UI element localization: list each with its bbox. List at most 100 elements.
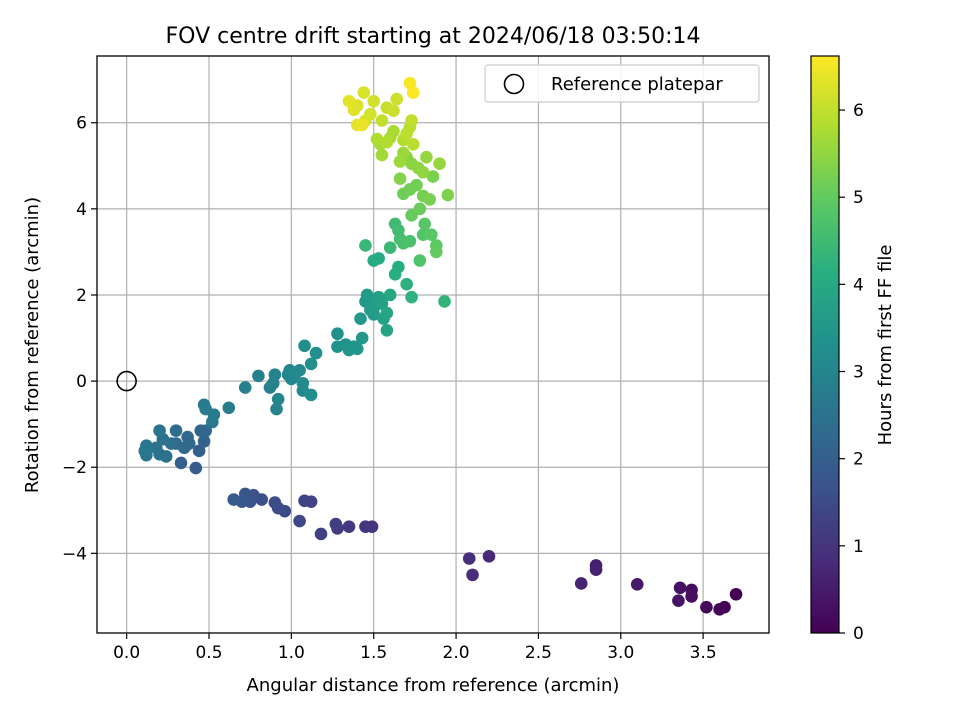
colorbar-ticks: 0 1 2 3 4 5 6 xyxy=(839,101,864,644)
data-point xyxy=(672,594,685,608)
data-point xyxy=(426,170,440,183)
data-point xyxy=(375,297,389,310)
data-point xyxy=(227,493,241,506)
x-tick-label: 1.5 xyxy=(360,643,387,663)
data-point xyxy=(192,444,206,458)
data-point xyxy=(354,312,367,325)
data-point xyxy=(350,342,364,356)
colorbar-tick-label: 0 xyxy=(853,624,864,644)
legend: Reference platepar xyxy=(484,64,760,103)
data-point xyxy=(438,295,451,308)
data-point xyxy=(400,127,413,140)
y-tick-label: −2 xyxy=(62,458,87,478)
data-point xyxy=(383,241,397,254)
y-tick-label: 6 xyxy=(76,114,87,134)
data-point xyxy=(293,514,306,528)
data-point xyxy=(423,193,437,206)
data-point xyxy=(293,364,306,377)
data-point xyxy=(416,165,430,179)
data-point xyxy=(429,245,443,259)
data-point xyxy=(153,424,166,437)
data-point xyxy=(270,402,283,416)
data-point xyxy=(331,327,344,341)
data-point xyxy=(589,563,603,577)
data-point xyxy=(387,125,400,138)
y-tick-label: 4 xyxy=(76,200,87,220)
colorbar-tick-label: 4 xyxy=(853,275,864,295)
data-point xyxy=(425,228,438,241)
data-point xyxy=(222,401,236,415)
x-tick-label: 0.5 xyxy=(195,643,222,663)
data-point xyxy=(466,568,479,582)
data-point xyxy=(149,441,163,455)
data-point xyxy=(729,587,743,601)
x-tick-label: 2.5 xyxy=(525,643,552,663)
y-tick-label: 2 xyxy=(76,286,87,306)
data-point xyxy=(314,527,328,541)
data-point xyxy=(359,239,372,252)
data-point xyxy=(420,150,433,164)
data-point xyxy=(482,550,496,563)
data-point xyxy=(252,369,265,383)
legend-entry: Reference platepar xyxy=(551,74,723,95)
data-point xyxy=(199,424,213,437)
data-point xyxy=(388,268,402,281)
data-points xyxy=(138,76,743,616)
y-axis-ticks: −4 −2 0 2 4 6 xyxy=(62,114,97,564)
x-tick-label: 3.5 xyxy=(690,643,717,663)
data-point xyxy=(390,92,404,106)
data-point xyxy=(342,520,356,533)
chart-title: FOV centre drift starting at 2024/06/18 … xyxy=(166,24,701,49)
data-point xyxy=(406,86,420,99)
data-point xyxy=(174,456,188,470)
data-point xyxy=(397,146,410,160)
data-point xyxy=(713,603,726,616)
x-axis-label: Angular distance from reference (arcmin) xyxy=(247,675,620,696)
legend-box xyxy=(484,64,760,103)
data-point xyxy=(360,288,374,302)
data-point xyxy=(181,430,194,444)
data-point xyxy=(342,94,356,108)
grid-lines xyxy=(97,56,769,633)
data-point xyxy=(298,494,311,508)
plot-frame xyxy=(96,55,770,634)
data-point xyxy=(271,392,285,406)
data-point xyxy=(405,114,418,127)
data-point xyxy=(189,461,203,475)
data-point xyxy=(462,552,476,565)
reference-marker xyxy=(116,370,137,392)
y-tick-label: 0 xyxy=(76,372,87,392)
data-point xyxy=(418,217,432,231)
data-point xyxy=(685,590,698,603)
colorbar-tick-label: 5 xyxy=(853,188,864,208)
data-point xyxy=(355,118,369,132)
data-point xyxy=(169,424,183,437)
colorbar-tick-label: 2 xyxy=(853,450,864,470)
data-point xyxy=(400,277,413,291)
data-point xyxy=(393,172,407,186)
data-point xyxy=(268,368,282,381)
colorbar-tick-label: 6 xyxy=(853,101,864,121)
data-point xyxy=(405,290,418,304)
data-point xyxy=(441,188,455,202)
data-point xyxy=(268,496,282,509)
data-point xyxy=(413,254,427,267)
data-point xyxy=(403,234,417,248)
data-point xyxy=(309,346,323,360)
x-tick-label: 3.0 xyxy=(607,643,634,663)
data-point xyxy=(197,398,211,412)
data-point xyxy=(380,323,394,337)
y-tick-label: −4 xyxy=(62,544,87,564)
data-point xyxy=(387,104,400,117)
data-point xyxy=(357,86,371,99)
data-point xyxy=(304,357,318,371)
colorbar: 0 1 2 3 4 5 6 Hours from first FF file xyxy=(810,55,896,644)
data-point xyxy=(410,178,423,192)
colorbar-gradient xyxy=(810,55,840,634)
data-point xyxy=(372,252,385,265)
data-point xyxy=(406,137,420,151)
x-tick-label: 2.0 xyxy=(443,643,470,663)
data-point xyxy=(355,331,369,345)
data-point xyxy=(375,114,389,127)
